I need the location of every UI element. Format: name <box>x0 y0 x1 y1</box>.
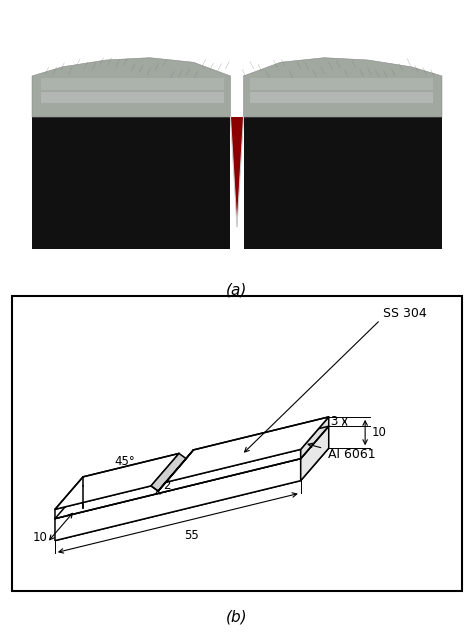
Text: (a): (a) <box>226 282 248 297</box>
Polygon shape <box>230 117 244 226</box>
Polygon shape <box>55 448 329 541</box>
Polygon shape <box>165 417 329 482</box>
Polygon shape <box>244 117 442 249</box>
Text: 10: 10 <box>33 531 47 544</box>
Text: 10: 10 <box>372 426 387 439</box>
Text: 3: 3 <box>330 415 338 428</box>
Text: 2: 2 <box>163 479 171 492</box>
Text: Al 6061: Al 6061 <box>328 448 375 461</box>
Polygon shape <box>301 426 329 481</box>
Text: SS 304: SS 304 <box>383 307 426 320</box>
Text: 45°: 45° <box>114 455 135 468</box>
Polygon shape <box>250 92 433 103</box>
Polygon shape <box>41 92 224 103</box>
Polygon shape <box>32 58 230 117</box>
Polygon shape <box>244 58 442 117</box>
Polygon shape <box>32 117 230 249</box>
Polygon shape <box>41 78 224 89</box>
Polygon shape <box>151 453 186 491</box>
Polygon shape <box>55 450 301 519</box>
Text: 55: 55 <box>184 529 199 542</box>
Polygon shape <box>158 450 193 491</box>
Polygon shape <box>55 458 301 541</box>
Polygon shape <box>250 78 433 89</box>
Polygon shape <box>301 417 329 458</box>
Polygon shape <box>55 453 179 509</box>
Text: (b): (b) <box>226 610 248 625</box>
